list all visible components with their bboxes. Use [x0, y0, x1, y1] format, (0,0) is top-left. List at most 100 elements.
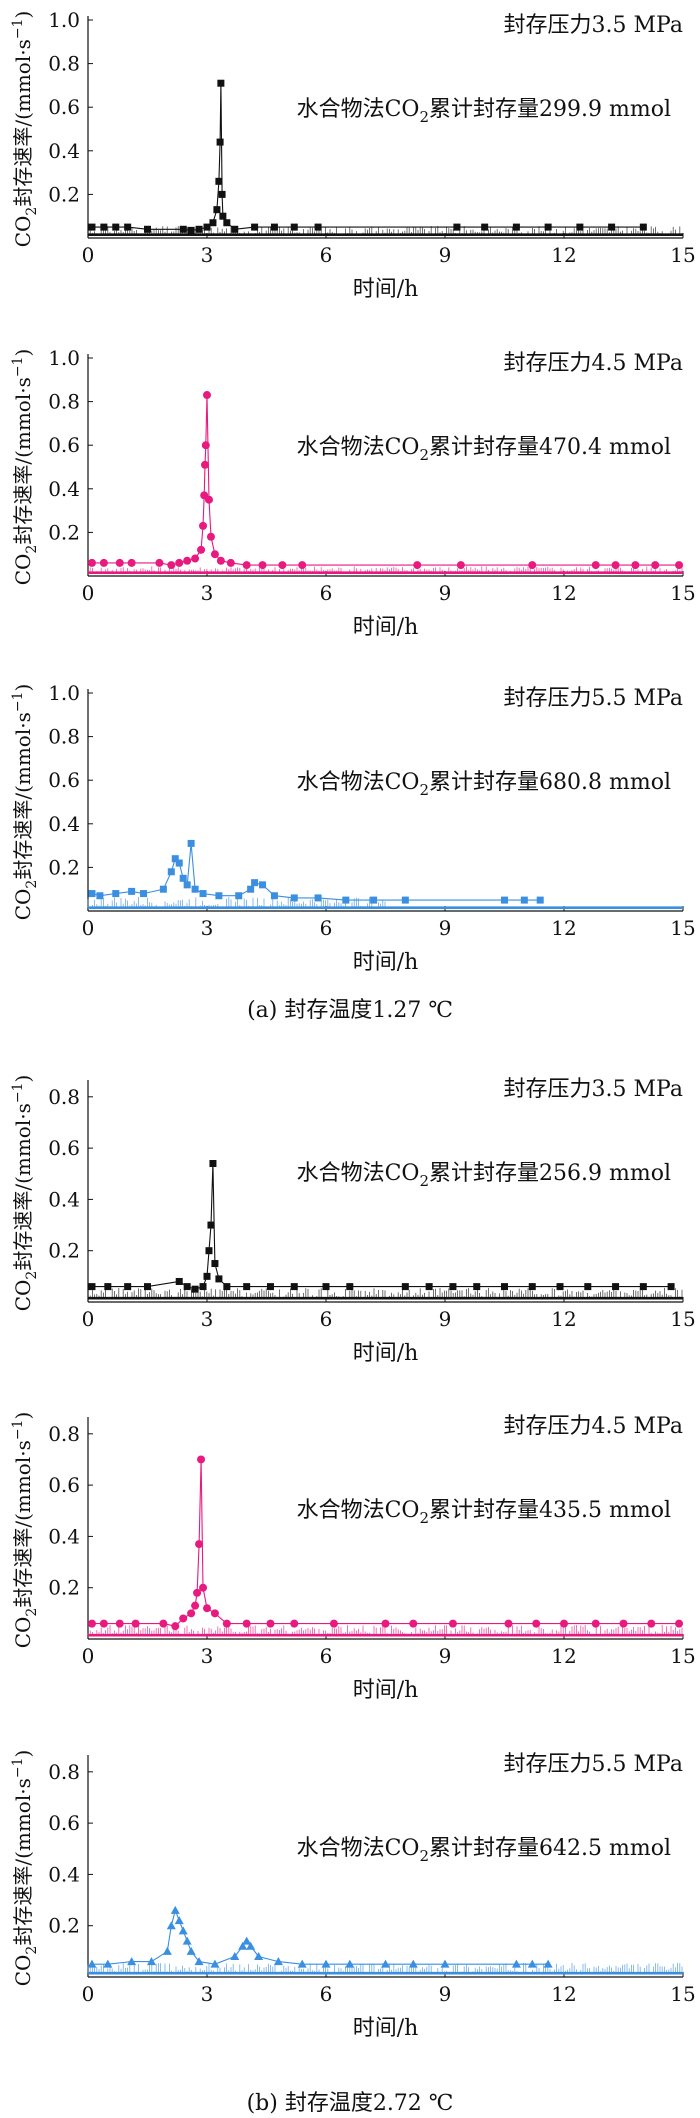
series-line: [91, 843, 541, 901]
y-tick-label: 0.6: [48, 1136, 80, 1160]
data-point: [191, 1601, 200, 1610]
data-point: [528, 561, 537, 570]
data-point: [611, 561, 620, 570]
data-point: [201, 460, 210, 469]
data-point: [591, 561, 600, 570]
y-tick-label: 0.6: [48, 1473, 80, 1497]
data-point: [520, 896, 528, 904]
cumulative-total-label: 水合物法CO2累计封存量642.5 mmol: [297, 1836, 671, 1865]
data-point: [449, 1283, 457, 1291]
data-point: [171, 855, 179, 863]
data-point: [211, 1260, 219, 1268]
x-tick-label: 9: [439, 243, 452, 267]
data-point: [278, 561, 287, 570]
data-point: [219, 212, 227, 220]
data-point: [195, 225, 203, 233]
data-point: [251, 879, 259, 887]
data-point: [179, 225, 187, 233]
data-point: [481, 223, 489, 231]
data-point: [238, 1941, 248, 1950]
data-point: [187, 1609, 196, 1618]
x-tick-label: 3: [201, 243, 214, 267]
series-line: [92, 1908, 549, 1965]
data-point: [166, 1921, 176, 1930]
data-point: [199, 1583, 208, 1592]
data-point: [543, 1959, 553, 1968]
x-tick-label: 12: [551, 916, 576, 940]
data-point: [205, 1247, 213, 1255]
x-tick-label: 6: [320, 1982, 333, 2006]
x-tick-label: 0: [82, 916, 95, 940]
data-point: [608, 223, 616, 231]
data-point: [194, 1957, 204, 1966]
y-tick-label: 0.6: [48, 433, 80, 457]
x-tick-label: 9: [439, 1307, 452, 1331]
y-tick-label: 0.8: [48, 52, 80, 76]
data-point: [186, 1946, 196, 1955]
data-point: [230, 1951, 240, 1960]
data-point: [591, 1619, 600, 1628]
data-point: [199, 521, 208, 530]
data-point: [651, 561, 660, 570]
data-point: [100, 223, 108, 231]
data-point: [144, 1283, 151, 1291]
data-point: [203, 1272, 211, 1280]
data-point: [127, 1957, 137, 1966]
data-point: [88, 1283, 96, 1291]
x-tick-label: 0: [82, 1307, 95, 1331]
y-tick-label: 0.4: [48, 1862, 80, 1886]
data-point: [195, 1540, 204, 1549]
data-point: [544, 223, 552, 231]
data-point: [210, 1609, 219, 1618]
data-point: [167, 868, 175, 876]
y-tick-label: 0.8: [48, 1422, 80, 1446]
data-point: [131, 1619, 140, 1628]
data-point: [159, 885, 167, 893]
data-point: [140, 890, 148, 898]
x-tick-label: 15: [670, 1982, 695, 2006]
data-point: [456, 561, 465, 570]
y-tick-label: 0.8: [48, 390, 80, 414]
y-axis-title: CO2封存速率/(mmol·s−1): [10, 684, 40, 921]
y-tick-label: 0.4: [48, 139, 80, 163]
pressure-label: 封存压力4.5 MPa: [504, 351, 683, 376]
data-point: [112, 223, 120, 231]
x-tick-label: 0: [82, 1644, 95, 1668]
data-point: [146, 1957, 156, 1966]
data-point: [639, 223, 647, 231]
data-point: [87, 1619, 96, 1628]
data-point: [381, 1959, 390, 1968]
data-point: [584, 1283, 592, 1291]
data-point: [183, 881, 191, 889]
data-point: [314, 894, 322, 902]
x-axis-title: 时间/h: [353, 1341, 419, 1366]
y-axis-title: CO2封存速率/(mmol·s−1): [10, 1750, 40, 1987]
x-tick-label: 12: [551, 1982, 576, 2006]
data-point: [246, 1941, 256, 1950]
x-tick-label: 9: [439, 1644, 452, 1668]
data-point: [329, 1619, 338, 1628]
x-tick-label: 15: [670, 581, 695, 605]
data-point: [215, 177, 223, 185]
data-point: [473, 1283, 481, 1291]
x-tick-label: 12: [551, 581, 576, 605]
data-point: [527, 1959, 537, 1968]
data-point: [216, 138, 224, 146]
data-point: [512, 223, 520, 231]
y-tick-label: 1.0: [48, 346, 80, 370]
data-point: [204, 495, 213, 504]
data-point: [298, 561, 307, 570]
data-point: [314, 223, 322, 231]
data-point: [532, 1619, 541, 1628]
group-caption-b: (b) 封存温度2.72 ℃: [247, 2091, 454, 2116]
x-tick-label: 0: [82, 1982, 95, 2006]
data-point: [409, 1619, 418, 1628]
data-point: [209, 219, 217, 227]
x-tick-label: 12: [551, 243, 576, 267]
chart-panel-1: 0 3 6 9 12 15 0.2 0.4 0.6 0.8 1.0 时间/h CO2封存速率/(mmol…: [10, 8, 696, 302]
data-point: [290, 1283, 298, 1291]
x-tick-label: 6: [320, 1644, 333, 1668]
cumulative-total-label: 水合物法CO2累计封存量256.9 mmol: [297, 1161, 671, 1190]
pressure-label: 封存压力5.5 MPa: [504, 686, 683, 711]
